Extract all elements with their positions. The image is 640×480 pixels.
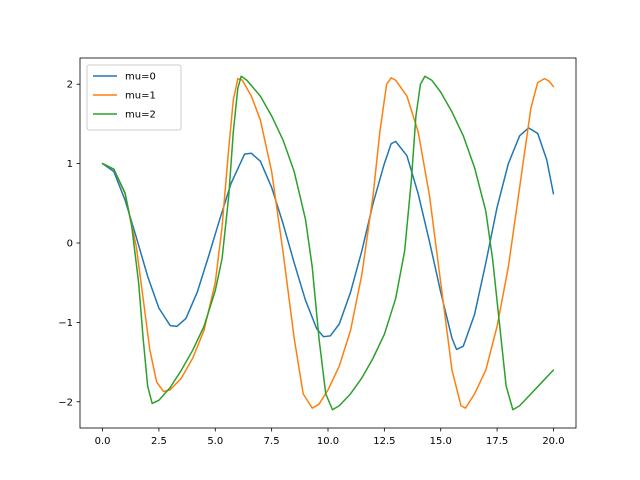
series-line-1	[101, 77, 555, 409]
x-tick-label: 10.0	[317, 436, 339, 447]
x-tick-label: 5.0	[207, 436, 223, 447]
y-tick-label: −2	[58, 397, 73, 408]
legend-label-1: mu=1	[125, 91, 156, 102]
series-line-0	[101, 127, 555, 351]
series-line-2	[101, 75, 555, 411]
x-tick-label: 2.5	[151, 436, 167, 447]
x-tick-label: 20.0	[542, 436, 564, 447]
x-tick-label: 15.0	[430, 436, 452, 447]
y-tick-label: −1	[58, 318, 73, 329]
x-axis-ticks: 0.0 2.5 5.0 7.5 10.0 12.5 15.0 17.5 20.0	[95, 428, 565, 447]
legend-label-2: mu=2	[125, 110, 156, 121]
y-tick-label: 2	[67, 80, 73, 91]
x-tick-label: 17.5	[486, 436, 508, 447]
y-axis-ticks: −2 −1 0 1 2	[58, 80, 80, 408]
series-layer	[101, 75, 555, 411]
x-tick-label: 12.5	[373, 436, 395, 447]
y-tick-label: 0	[67, 239, 73, 250]
legend: mu=0 mu=1 mu=2	[86, 64, 182, 131]
plot-frame	[79, 57, 577, 429]
x-tick-label: 7.5	[264, 436, 280, 447]
x-tick-label: 0.0	[95, 436, 111, 447]
legend-label-0: mu=0	[125, 72, 156, 83]
y-tick-label: 1	[67, 159, 73, 170]
